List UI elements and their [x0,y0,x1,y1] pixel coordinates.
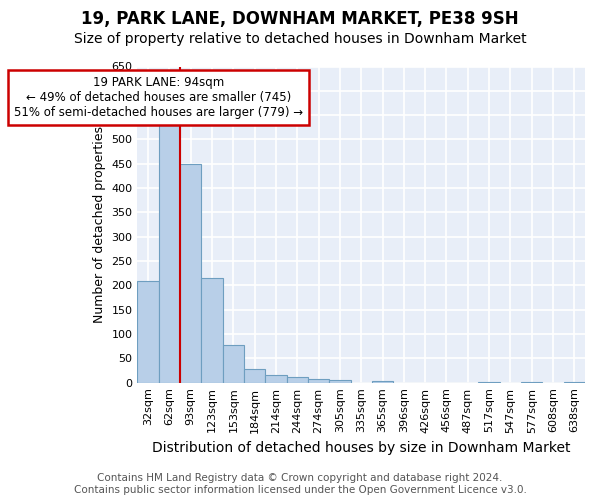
Bar [372,381,393,382]
Text: 19, PARK LANE, DOWNHAM MARKET, PE38 9SH: 19, PARK LANE, DOWNHAM MARKET, PE38 9SH [81,10,519,28]
Bar [223,344,244,383]
Bar [137,280,159,382]
X-axis label: Distribution of detached houses by size in Downham Market: Distribution of detached houses by size … [152,441,571,455]
Bar [329,380,350,382]
Bar [180,164,202,382]
Text: 19 PARK LANE: 94sqm
← 49% of detached houses are smaller (745)
51% of semi-detac: 19 PARK LANE: 94sqm ← 49% of detached ho… [14,76,303,119]
Y-axis label: Number of detached properties: Number of detached properties [93,126,106,323]
Bar [308,380,329,382]
Bar [244,369,265,382]
Bar [159,125,180,382]
Bar [202,278,223,382]
Bar [265,376,287,382]
Text: Contains HM Land Registry data © Crown copyright and database right 2024.
Contai: Contains HM Land Registry data © Crown c… [74,474,526,495]
Text: Size of property relative to detached houses in Downham Market: Size of property relative to detached ho… [74,32,526,46]
Bar [287,378,308,382]
